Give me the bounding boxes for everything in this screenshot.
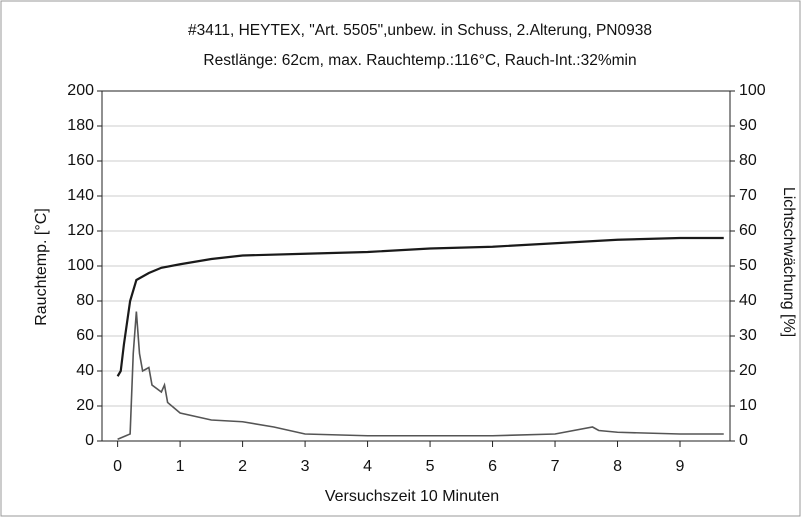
y-tick-label: 40 [76, 362, 94, 379]
y-tick-label: 80 [76, 292, 94, 309]
y2-tick-label: 80 [739, 152, 757, 169]
y-tick-label: 160 [67, 152, 94, 169]
y-axis-label: Rauchtemp. [°C] [33, 208, 50, 326]
y-tick-label: 140 [67, 187, 94, 204]
x-axis-label: Versuchszeit 10 Minuten [325, 488, 499, 505]
line-series [117, 311, 724, 440]
y2-axis-label: Lichtschwächung [%] [780, 187, 797, 337]
y2-tick-label: 10 [739, 397, 757, 414]
x-tick-label: 6 [488, 458, 497, 475]
y2-tick-label: 60 [739, 222, 757, 239]
x-tick-label: 0 [113, 458, 122, 475]
y2-tick-label: 70 [739, 187, 757, 204]
y2-tick-label: 40 [739, 292, 757, 309]
plot-frame [101, 90, 731, 442]
y2-tick-label: 50 [739, 257, 757, 274]
y-tick-label: 180 [67, 117, 94, 134]
chart-subtitle: Restlänge: 62cm, max. Rauchtemp.:116°C, … [203, 52, 636, 69]
x-tick-label: 8 [613, 458, 622, 475]
x-tick-label: 5 [426, 458, 435, 475]
x-tick-label: 7 [551, 458, 560, 475]
y-tick-label: 120 [67, 222, 94, 239]
y2-tick-label: 30 [739, 327, 757, 344]
y2-tick-label: 90 [739, 117, 757, 134]
x-tick-label: 3 [301, 458, 310, 475]
y-tick-label: 60 [76, 327, 94, 344]
y2-tick-label: 20 [739, 362, 757, 379]
y-tick-label: 20 [76, 397, 94, 414]
x-tick-label: 1 [176, 458, 185, 475]
x-tick-label: 9 [676, 458, 685, 475]
y-tick-label: 0 [85, 432, 94, 449]
y2-tick-label: 0 [739, 432, 748, 449]
line-series [116, 236, 724, 377]
x-tick-label: 2 [238, 458, 247, 475]
y2-tick-label: 100 [739, 82, 766, 99]
x-tick-label: 4 [363, 458, 372, 475]
y-tick-label: 200 [67, 82, 94, 99]
y-tick-label: 100 [67, 257, 94, 274]
chart-title: #3411, HEYTEX, "Art. 5505",unbew. in Sch… [188, 22, 652, 39]
